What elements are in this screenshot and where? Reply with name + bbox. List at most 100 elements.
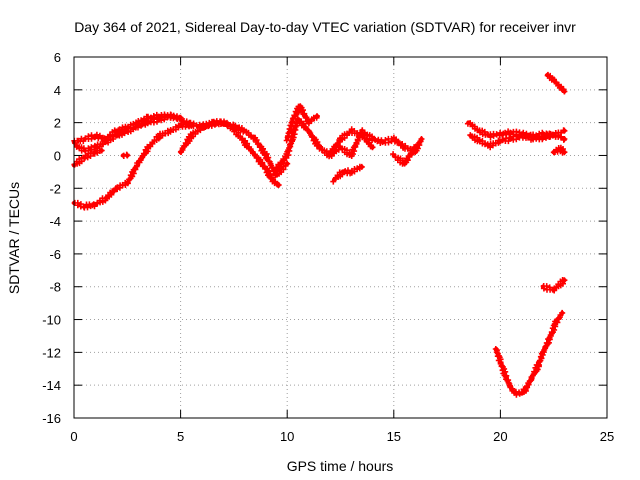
data-point [331, 177, 337, 183]
data-point [370, 136, 375, 142]
data-point [551, 77, 556, 83]
data-point [551, 150, 556, 155]
data-point [178, 150, 183, 155]
data-point [557, 146, 563, 152]
data-point [146, 120, 151, 125]
data-point [189, 122, 194, 127]
data-point [519, 391, 524, 396]
data-point [114, 186, 119, 191]
data-point [530, 136, 535, 142]
data-point [120, 153, 126, 158]
data-point [285, 136, 290, 142]
data-point [530, 374, 535, 380]
data-point [82, 154, 87, 160]
data-point [547, 337, 552, 342]
x-tick-label: 15 [387, 429, 401, 444]
x-axis-label: GPS time / hours [287, 458, 394, 474]
data-point [263, 166, 269, 171]
data-point [157, 133, 162, 138]
data-point [125, 181, 130, 186]
y-tick-label: -12 [42, 345, 61, 360]
data-point [536, 361, 541, 367]
data-point [276, 182, 281, 188]
data-point [242, 140, 247, 145]
data-point [270, 177, 275, 183]
data-point [402, 145, 407, 150]
data-point [498, 131, 503, 137]
data-point [540, 284, 546, 289]
data-point [93, 150, 98, 155]
data-point [274, 172, 279, 178]
data-point [285, 161, 290, 166]
plot-frame [73, 56, 608, 419]
series-arc-17 [540, 277, 568, 294]
series-arc-14 [467, 130, 568, 151]
data-point [199, 123, 205, 129]
data-point [157, 117, 162, 122]
data-point [359, 128, 364, 133]
data-point [295, 117, 301, 122]
data-point [487, 133, 492, 138]
data-point [306, 120, 311, 125]
data-point [314, 113, 320, 119]
data-point [253, 136, 258, 142]
data-point [562, 278, 567, 283]
data-point [221, 120, 226, 125]
x-tick-label: 0 [70, 429, 77, 444]
series-arc-9 [283, 103, 320, 144]
chart-title: Day 364 of 2021, Sidereal Day-to-day VTE… [74, 19, 576, 35]
data-point [210, 122, 215, 127]
x-tick-label: 20 [493, 429, 507, 444]
x-tick-label: 5 [177, 429, 184, 444]
data-point [508, 130, 514, 135]
series-arc-11 [330, 163, 365, 185]
series-arc-16 [544, 71, 568, 95]
data-point [551, 131, 556, 137]
data-point [540, 135, 546, 140]
data-point [513, 391, 518, 396]
series-arc-4 [120, 151, 131, 159]
data-point [99, 148, 104, 153]
data-point [557, 84, 563, 89]
y-tick-label: -8 [49, 280, 61, 295]
data-point [370, 145, 375, 150]
data-point [125, 128, 130, 133]
data-point [562, 128, 567, 133]
data-point [412, 145, 418, 150]
y-tick-label: 6 [54, 50, 61, 65]
grid [74, 57, 607, 418]
data-point [135, 161, 141, 166]
x-tick-label: 25 [600, 429, 614, 444]
data-point [476, 138, 482, 143]
data-point [545, 72, 550, 78]
data-point [551, 287, 556, 293]
series-arc-5 [71, 119, 205, 211]
data-point [419, 136, 424, 142]
data-point [82, 204, 87, 209]
y-axis-label: SDTVAR / TECUs [6, 182, 22, 294]
data-point [242, 128, 247, 133]
data-point [349, 169, 354, 175]
data-point [487, 143, 492, 148]
data-point [263, 153, 269, 158]
data-point [231, 127, 237, 132]
y-tick-label: 2 [54, 116, 61, 131]
data-point [93, 202, 98, 207]
data-point [340, 169, 345, 175]
y-tick-label: -10 [42, 313, 61, 328]
data-point [114, 133, 119, 138]
y-tick-label: -2 [49, 181, 61, 196]
data-point [493, 346, 499, 352]
data-point [553, 320, 558, 325]
data-point [338, 145, 343, 150]
data-point [338, 136, 343, 142]
data-point [523, 386, 529, 391]
y-tick-label: -14 [42, 378, 61, 393]
data-point [103, 140, 109, 145]
data-point [178, 115, 183, 120]
data-point [103, 195, 109, 201]
data-point [317, 145, 322, 150]
data-point [508, 386, 514, 391]
y-tick-label: -4 [49, 214, 61, 229]
